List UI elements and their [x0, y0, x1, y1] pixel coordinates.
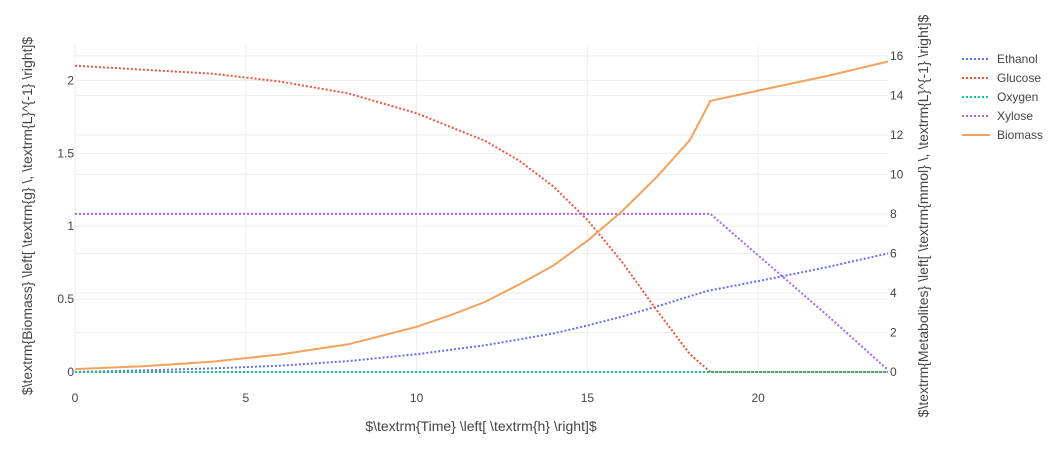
- y-right-tick-label: 16: [890, 49, 904, 63]
- series-layer: [74, 60, 889, 373]
- x-axis-title: $\textrm{Time} \left[ \textrm{h} \right]…: [365, 418, 597, 434]
- y-right-tick-label: 2: [890, 325, 897, 339]
- y-left-tick-label: 2: [67, 73, 74, 87]
- y-left-tick-label: 1: [67, 219, 74, 233]
- legend-label-biomass: Biomass: [997, 128, 1043, 142]
- x-tick-label: 0: [72, 391, 79, 405]
- y-right-tick-label: 4: [890, 286, 897, 300]
- y-right-tick-label: 14: [890, 88, 904, 102]
- y-right-tick-label: 8: [890, 207, 897, 221]
- y-left-axis-ticks: 0 0.5 1 1.5 2: [57, 73, 74, 379]
- y-right-tick-label: 6: [890, 246, 897, 260]
- x-tick-label: 10: [410, 391, 424, 405]
- series-line-glucose: [74, 64, 888, 373]
- series-line-biomass: [74, 60, 889, 371]
- legend-label-xylose: Xylose: [997, 109, 1033, 123]
- y-right-tick-label: 0: [890, 365, 897, 379]
- legend: Ethanol Glucose Oxygen Xylose Biomass: [962, 52, 1043, 142]
- y-right-axis-ticks: 0 2 4 6 8 10 12 14 16: [890, 49, 904, 379]
- series-line-xylose: [75, 212, 889, 371]
- y-right-tick-label: 10: [890, 167, 904, 181]
- grid-layer: [74, 44, 888, 373]
- legend-label-oxygen: Oxygen: [997, 90, 1038, 104]
- y-left-tick-label: 0.5: [57, 292, 74, 306]
- series-line-ethanol: [74, 252, 889, 373]
- x-tick-label: 20: [752, 391, 766, 405]
- x-tick-label: 15: [581, 391, 595, 405]
- legend-label-glucose: Glucose: [997, 71, 1041, 85]
- y-right-axis-title: $\textrm{Metabolites} \left[ \textrm{mmo…: [915, 14, 931, 417]
- legend-label-ethanol: Ethanol: [997, 52, 1038, 66]
- x-tick-label: 5: [242, 391, 249, 405]
- y-left-tick-label: 0: [67, 365, 74, 379]
- x-axis-ticks: 0 5 10 15 20: [72, 391, 766, 405]
- y-right-tick-label: 12: [890, 128, 904, 142]
- y-left-axis-title: $\textrm{Biomass} \left[ \textrm{g} \, \…: [19, 37, 35, 395]
- y-left-tick-label: 1.5: [57, 146, 74, 160]
